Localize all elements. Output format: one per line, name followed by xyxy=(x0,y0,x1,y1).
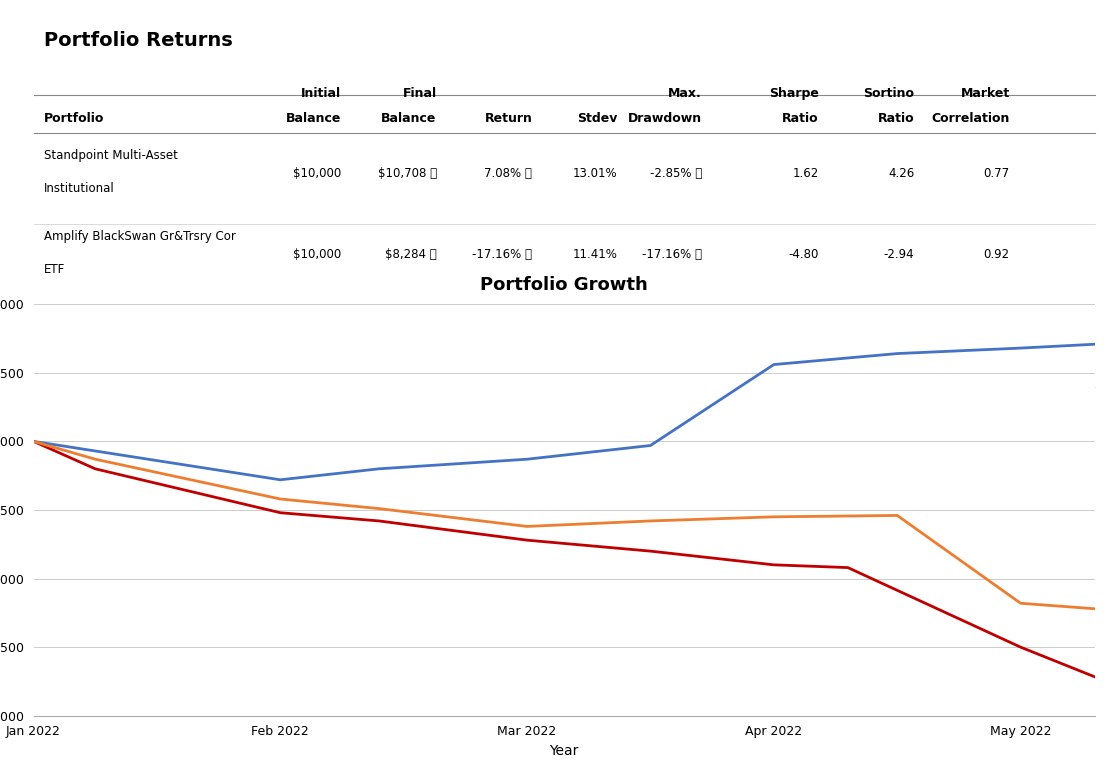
Text: 1.62: 1.62 xyxy=(792,166,819,180)
Text: Market: Market xyxy=(961,86,1010,100)
Text: Balance: Balance xyxy=(286,112,342,125)
Text: 13.01%: 13.01% xyxy=(573,166,617,180)
Text: Correlation: Correlation xyxy=(932,112,1010,125)
Text: -12.20% ⓘ: -12.20% ⓘ xyxy=(472,330,532,342)
Text: Max.: Max. xyxy=(668,86,703,100)
Text: 0.92: 0.92 xyxy=(984,248,1010,261)
Text: Portfolio Returns: Portfolio Returns xyxy=(45,31,232,50)
Text: -2.56: -2.56 xyxy=(884,330,914,342)
Text: $8,780 ⓘ: $8,780 ⓘ xyxy=(385,330,437,342)
Text: Initial: Initial xyxy=(302,86,342,100)
Text: ETF: ETF xyxy=(45,264,66,276)
Text: Return: Return xyxy=(485,112,532,125)
Text: Balance: Balance xyxy=(381,112,437,125)
Text: Sortino: Sortino xyxy=(863,86,914,100)
Text: Sharpe: Sharpe xyxy=(768,86,819,100)
Text: Amplify BlackSwan Gr&Trsry Cor: Amplify BlackSwan Gr&Trsry Cor xyxy=(45,230,236,244)
Text: 11.41%: 11.41% xyxy=(572,248,617,261)
Text: 7.08% ⓘ: 7.08% ⓘ xyxy=(485,166,532,180)
Text: Final: Final xyxy=(402,86,437,100)
Text: -3.27: -3.27 xyxy=(789,330,819,342)
Text: $8,284 ⓘ: $8,284 ⓘ xyxy=(385,248,437,261)
Text: 0.99: 0.99 xyxy=(984,330,1010,342)
Text: -2.85% ⓘ: -2.85% ⓘ xyxy=(650,166,703,180)
Text: -2.94: -2.94 xyxy=(884,248,914,261)
Text: -12.20% ⓘ: -12.20% ⓘ xyxy=(642,330,703,342)
Text: Stdev: Stdev xyxy=(576,112,617,125)
Text: -17.16% ⓘ: -17.16% ⓘ xyxy=(642,248,703,261)
Text: Ratio: Ratio xyxy=(782,112,819,125)
Text: -17.16% ⓘ: -17.16% ⓘ xyxy=(472,248,532,261)
Text: 4.26: 4.26 xyxy=(888,166,914,180)
Title: Portfolio Growth: Portfolio Growth xyxy=(480,276,648,294)
Text: -4.80: -4.80 xyxy=(789,248,819,261)
Text: Standpoint Multi-Asset: Standpoint Multi-Asset xyxy=(45,149,178,162)
Text: Portfolio: Portfolio xyxy=(45,112,105,125)
Text: Vanguard Balanced Index Adm: Vanguard Balanced Index Adm xyxy=(45,330,226,342)
Text: $10,000: $10,000 xyxy=(293,166,342,180)
Text: $10,000: $10,000 xyxy=(293,330,342,342)
Text: 0.77: 0.77 xyxy=(984,166,1010,180)
Text: $10,708 ⓘ: $10,708 ⓘ xyxy=(378,166,437,180)
Text: Institutional: Institutional xyxy=(45,182,115,195)
Text: Ratio: Ratio xyxy=(878,112,914,125)
Text: Drawdown: Drawdown xyxy=(628,112,703,125)
Text: 11.65%: 11.65% xyxy=(572,330,617,342)
X-axis label: Year: Year xyxy=(550,744,579,758)
Text: $10,000: $10,000 xyxy=(293,248,342,261)
